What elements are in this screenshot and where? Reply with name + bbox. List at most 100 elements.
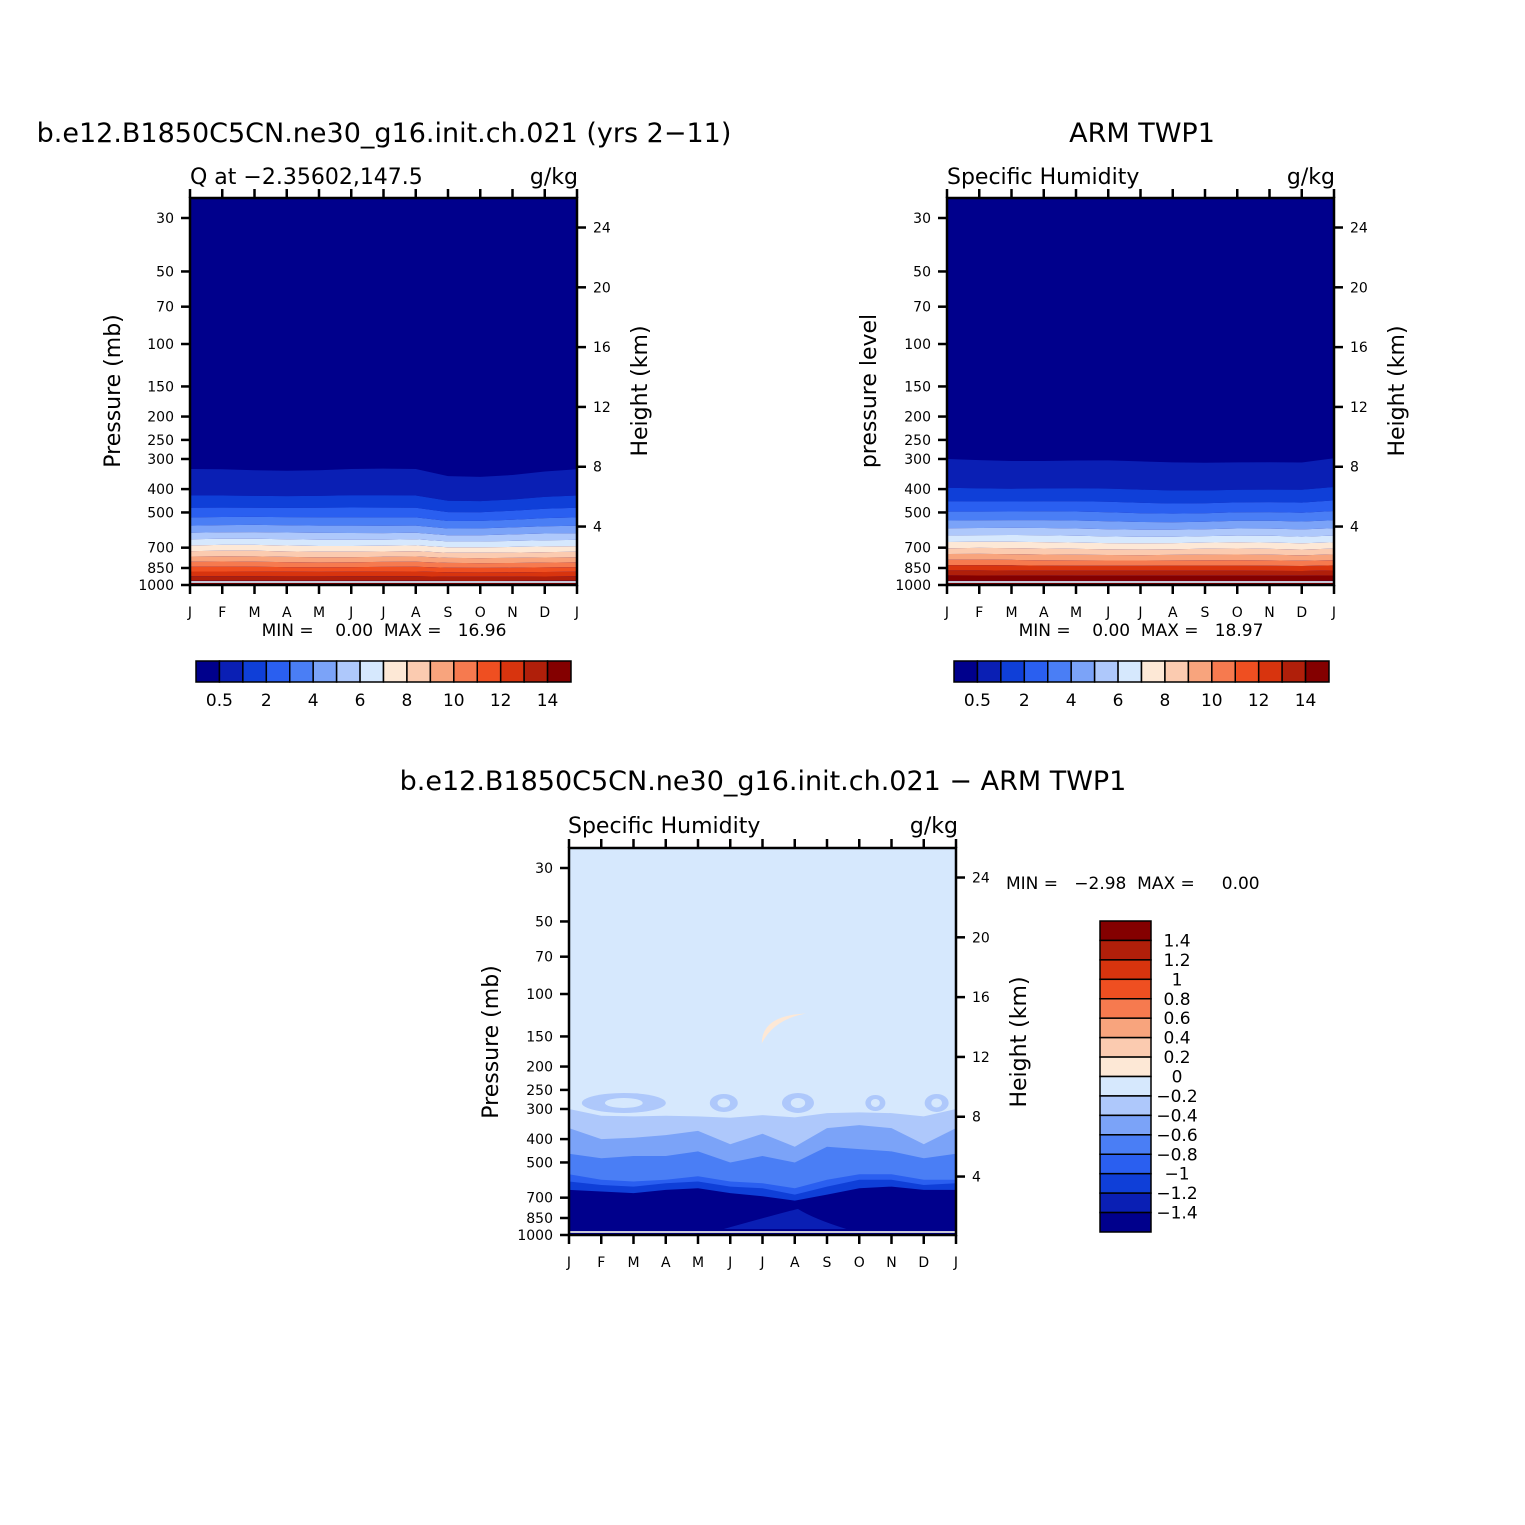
colorbar-label: 2 <box>1019 691 1030 711</box>
y-tick-label: 100 <box>147 337 174 353</box>
y-right-tick-label: 24 <box>1350 221 1368 237</box>
contour-band <box>947 565 1334 571</box>
y-tick-label: 250 <box>147 433 174 449</box>
colorbar-label: 1 <box>1172 970 1183 990</box>
y-tick-label: 400 <box>147 482 174 498</box>
panel-obs: ARM TWP1 Specific Humidity g/kg J F M A M J J A… <box>857 118 1410 711</box>
colorbar-label: −1 <box>1164 1165 1189 1185</box>
x-tick-label: A <box>661 1255 671 1271</box>
colorbar-swatch <box>1093 660 1119 683</box>
x-tick-label: M <box>313 605 325 621</box>
x-tick-label: M <box>692 1255 704 1271</box>
contour-pocket <box>604 1097 643 1108</box>
y-tick-label: 150 <box>526 1029 553 1045</box>
y-tick-label: 850 <box>904 561 931 577</box>
y-tick-label: 400 <box>526 1132 553 1148</box>
colorbar-swatch <box>1234 660 1260 683</box>
colorbar-swatch <box>1099 1056 1152 1078</box>
contour-band <box>190 495 577 513</box>
x-tick-label: J <box>953 1255 958 1271</box>
colorbar-swatch <box>242 660 268 683</box>
panel-model-stats: MIN = 0.00 MAX = 16.96 <box>262 621 507 641</box>
y-tick-label: 50 <box>535 914 553 930</box>
colorbar-label: −0.2 <box>1156 1087 1197 1107</box>
y-tick-label: 300 <box>904 452 931 468</box>
colorbar-swatch <box>953 660 979 683</box>
panel-obs-subtitle-left: Specific Humidity <box>947 165 1139 190</box>
contour-band <box>947 570 1334 576</box>
y-right-tick-label: 20 <box>593 280 611 296</box>
panel-model: b.e12.B1850C5CN.ne30_g16.init.ch.021 (yr… <box>37 118 732 711</box>
y-tick-label: 150 <box>147 379 174 395</box>
colorbar-swatch <box>1099 1192 1152 1214</box>
colorbar-label: 12 <box>1248 691 1270 711</box>
contour-band <box>947 458 1334 491</box>
colorbar-swatch <box>1304 660 1330 683</box>
colorbar-swatch <box>1211 660 1236 683</box>
y-tick-label: 100 <box>904 337 931 353</box>
x-tick-label: J <box>944 605 949 621</box>
colorbar-label: 1.4 <box>1163 931 1190 951</box>
panel-obs-colorbar: 0.5 2 4 6 8 10 12 14 <box>953 660 1330 711</box>
y-tick-label: 30 <box>156 211 174 227</box>
contour-band <box>190 468 577 502</box>
panel-diff-ylabel-right: Height (km) <box>1007 976 1032 1107</box>
colorbar-swatch <box>1099 1211 1152 1233</box>
contour-band <box>190 571 577 577</box>
y-tick-label: 50 <box>913 264 931 280</box>
colorbar-swatch <box>406 660 432 683</box>
x-tick-label: S <box>1201 605 1210 621</box>
y-tick-label: 700 <box>147 541 174 557</box>
y-tick-label: 1000 <box>517 1228 553 1244</box>
x-tick-label: J <box>1331 605 1336 621</box>
y-right-tick-label: 12 <box>1350 400 1368 416</box>
panel-model-ylabel-right: Height (km) <box>628 325 653 456</box>
colorbar-swatch <box>218 660 244 683</box>
colorbar-label: 14 <box>1295 691 1317 711</box>
x-tick-label: A <box>790 1255 800 1271</box>
y-right-tick-label: 24 <box>593 221 611 237</box>
y-right-tick-label: 8 <box>972 1110 981 1126</box>
colorbar-swatch <box>1023 660 1049 683</box>
y-tick-label: 300 <box>526 1102 553 1118</box>
contour-band <box>190 561 577 568</box>
y-tick-label: 500 <box>147 505 174 521</box>
y-right-tick-label: 20 <box>1350 280 1368 296</box>
y-tick-label: 300 <box>147 452 174 468</box>
contour-band <box>947 527 1334 537</box>
colorbar-swatch <box>1099 998 1152 1019</box>
colorbar-swatch <box>312 660 338 683</box>
panel-diff-stats: MIN = −2.98 MAX = 0.00 <box>1006 874 1260 894</box>
colorbar-label: −0.6 <box>1156 1126 1197 1146</box>
x-tick-label: N <box>1264 605 1274 621</box>
colorbar-label: 8 <box>402 691 413 711</box>
x-tick-label: J <box>380 605 385 621</box>
y-tick-label: 850 <box>526 1211 553 1227</box>
contour-band <box>190 566 577 573</box>
x-tick-label: A <box>282 605 292 621</box>
y-tick-label: 200 <box>904 410 931 426</box>
x-tick-label: D <box>918 1255 929 1271</box>
y-tick-label: 700 <box>904 541 931 557</box>
colorbar-label: 4 <box>308 691 319 711</box>
y-tick-label: 50 <box>156 264 174 280</box>
y-right-tick-label: 16 <box>972 990 990 1006</box>
y-tick-label: 200 <box>147 410 174 426</box>
x-tick-label: A <box>1168 605 1178 621</box>
panel-obs-stats: MIN = 0.00 MAX = 18.97 <box>1019 621 1264 641</box>
panel-diff-plot <box>569 848 956 1235</box>
y-tick-label: 70 <box>913 300 931 316</box>
panel-model-axes: J F M A M J J A S O N D J 30 50 70 100 150 200 250 300 400 500… <box>138 189 611 621</box>
y-right-tick-label: 16 <box>593 340 611 356</box>
x-tick-label: N <box>507 605 517 621</box>
x-tick-label: M <box>1070 605 1082 621</box>
y-tick-label: 30 <box>535 861 553 877</box>
colorbar-label: 10 <box>1201 691 1223 711</box>
x-tick-label: J <box>348 605 353 621</box>
panel-diff-subtitle-left: Specific Humidity <box>568 814 760 839</box>
colorbar-label: 0.4 <box>1163 1029 1190 1049</box>
contour-band <box>947 535 1334 544</box>
colorbar-swatch <box>1099 1036 1152 1058</box>
contour-band <box>947 500 1334 514</box>
panel-obs-title: ARM TWP1 <box>1069 118 1215 149</box>
